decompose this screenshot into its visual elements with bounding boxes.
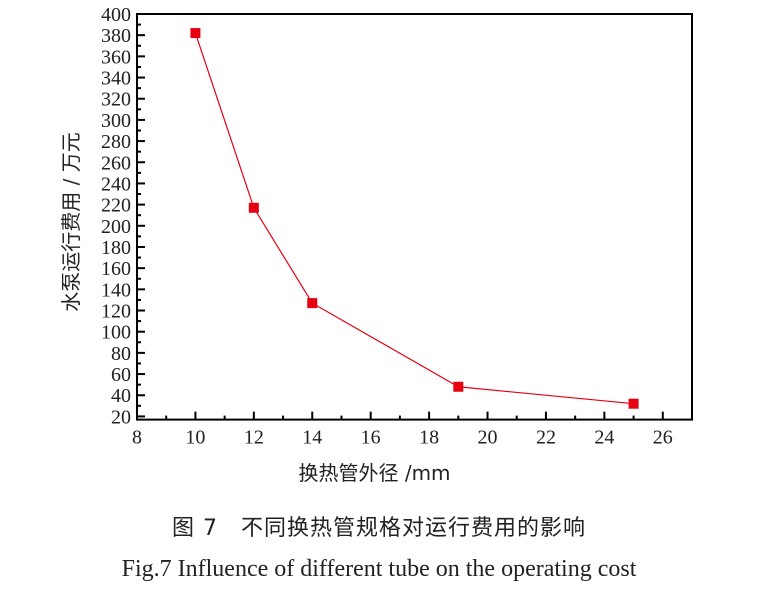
y-tick-label: 120 bbox=[101, 301, 131, 323]
plot-frame bbox=[136, 13, 693, 421]
x-tick-label: 20 bbox=[478, 427, 498, 449]
y-tick-label: 100 bbox=[101, 322, 131, 344]
y-tick-label: 220 bbox=[101, 195, 131, 217]
data-point bbox=[307, 298, 318, 309]
data-point bbox=[248, 202, 259, 213]
y-tick-label: 60 bbox=[111, 364, 131, 386]
y-tick-label: 160 bbox=[101, 258, 131, 280]
y-tick-label: 200 bbox=[101, 216, 131, 238]
y-tick-label: 280 bbox=[101, 131, 131, 153]
x-tick-label: 10 bbox=[185, 427, 205, 449]
x-tick-label: 16 bbox=[361, 427, 381, 449]
y-tick-label: 360 bbox=[101, 46, 131, 68]
x-tick-label: 26 bbox=[653, 427, 673, 449]
x-tick-label: 22 bbox=[536, 427, 556, 449]
y-tick-label: 380 bbox=[101, 25, 131, 47]
y-tick-label: 320 bbox=[101, 89, 131, 111]
y-tick-label: 80 bbox=[111, 343, 131, 365]
chart: 8 10 12 14 16 18 20 22 24 26204060801001201401601… bbox=[59, 4, 693, 485]
x-tick-label: 18 bbox=[419, 427, 439, 449]
y-tick-label: 180 bbox=[101, 237, 131, 259]
y-tick-label: 400 bbox=[101, 4, 131, 26]
x-tick-label: 12 bbox=[244, 427, 264, 449]
series-line bbox=[194, 32, 634, 405]
data-point bbox=[628, 398, 639, 409]
x-axis-label: 换热管外径 /mm bbox=[298, 461, 450, 485]
caption-en: Fig.7 Influence of different tube on the… bbox=[121, 556, 637, 582]
y-tick-label: 240 bbox=[101, 173, 131, 195]
y-tick-label: 40 bbox=[111, 385, 131, 407]
y-axis-label: 水泵运行费用 / 万元 bbox=[59, 132, 83, 311]
y-tick-label: 260 bbox=[101, 152, 131, 174]
x-tick-label: 8 bbox=[132, 427, 142, 449]
y-tick-label: 300 bbox=[101, 110, 131, 132]
y-tick-label: 340 bbox=[101, 68, 131, 90]
x-tick-label: 24 bbox=[594, 427, 614, 449]
y-tick-label: 20 bbox=[111, 406, 131, 428]
x-tick-label: 14 bbox=[302, 427, 322, 449]
data-point bbox=[190, 28, 201, 39]
caption-cn: 图 7 不同换热管规格对运行费用的影响 bbox=[172, 516, 586, 541]
data-point bbox=[453, 381, 464, 392]
y-tick-label: 140 bbox=[101, 279, 131, 301]
